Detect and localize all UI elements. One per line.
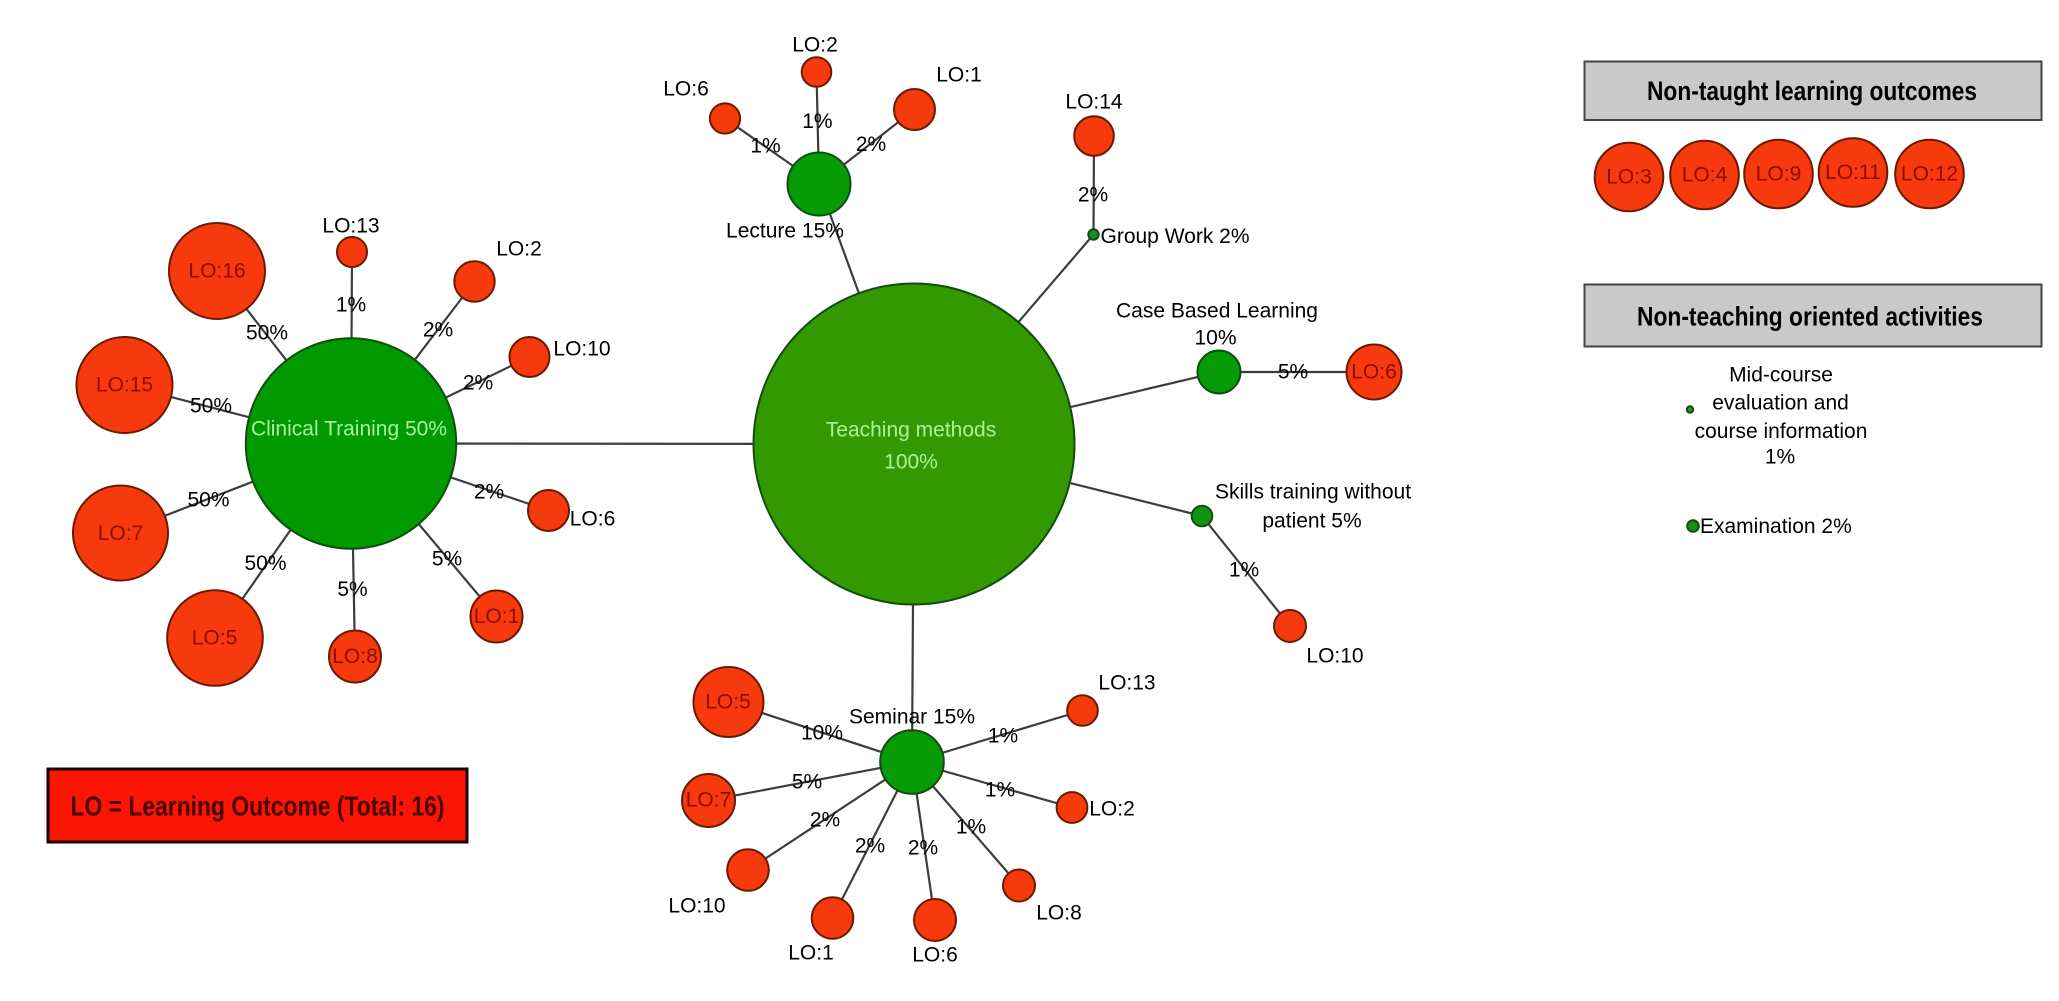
svg-text:patient 5%: patient 5% [1262, 510, 1361, 533]
svg-text:5%: 5% [1278, 361, 1308, 384]
svg-text:10%: 10% [801, 722, 843, 745]
svg-text:Non-teaching oriented activiti: Non-teaching oriented activities [1637, 302, 1983, 332]
svg-text:LO:9: LO:9 [1756, 163, 1802, 186]
svg-text:10%: 10% [1194, 327, 1236, 350]
svg-text:LO:8: LO:8 [332, 645, 378, 668]
svg-text:2%: 2% [1078, 184, 1108, 207]
svg-text:5%: 5% [432, 548, 462, 571]
svg-text:Examination 2%: Examination 2% [1700, 515, 1852, 538]
svg-text:2%: 2% [810, 809, 840, 832]
svg-text:LO:11: LO:11 [1825, 161, 1881, 184]
svg-text:50%: 50% [244, 552, 286, 575]
svg-text:Group Work 2%: Group Work 2% [1101, 225, 1250, 248]
svg-text:Skills training without: Skills training without [1215, 481, 1411, 504]
svg-text:LO:3: LO:3 [1606, 166, 1652, 189]
svg-text:LO:16: LO:16 [188, 260, 245, 283]
svg-text:LO:2: LO:2 [1089, 798, 1135, 821]
svg-text:LO:10: LO:10 [668, 895, 725, 918]
svg-text:LO:6: LO:6 [912, 944, 958, 967]
svg-text:LO:1: LO:1 [474, 605, 520, 628]
svg-text:LO:1: LO:1 [936, 64, 982, 87]
svg-text:LO:1: LO:1 [788, 942, 834, 965]
svg-text:LO:5: LO:5 [705, 691, 751, 714]
svg-text:1%: 1% [1229, 559, 1259, 582]
svg-text:LO:6: LO:6 [663, 78, 709, 101]
svg-text:Lecture 15%: Lecture 15% [726, 220, 844, 243]
svg-text:Seminar 15%: Seminar 15% [849, 706, 975, 729]
svg-text:1%: 1% [985, 779, 1015, 802]
svg-text:5%: 5% [792, 771, 822, 794]
svg-text:1%: 1% [1765, 446, 1795, 469]
svg-text:1%: 1% [750, 135, 780, 158]
svg-text:5%: 5% [337, 578, 367, 601]
svg-text:1%: 1% [336, 294, 366, 317]
svg-text:2%: 2% [856, 133, 886, 156]
svg-text:course information: course information [1695, 420, 1868, 443]
svg-text:LO:13: LO:13 [1098, 672, 1155, 695]
svg-text:LO:8: LO:8 [1036, 902, 1082, 925]
svg-text:LO:13: LO:13 [322, 215, 379, 238]
svg-text:2%: 2% [463, 372, 493, 395]
svg-text:LO:4: LO:4 [1682, 164, 1728, 187]
svg-text:LO:14: LO:14 [1065, 91, 1123, 114]
svg-text:LO:7: LO:7 [686, 789, 732, 812]
svg-text:Teaching methods: Teaching methods [826, 419, 996, 442]
svg-text:LO:2: LO:2 [496, 238, 542, 261]
svg-text:2%: 2% [908, 837, 938, 860]
svg-text:Mid-course: Mid-course [1729, 364, 1833, 387]
svg-text:LO = Learning Outcome (Total:: LO = Learning Outcome (Total: 16) [71, 791, 445, 822]
svg-text:LO:6: LO:6 [1351, 361, 1397, 384]
svg-text:100%: 100% [884, 451, 938, 474]
svg-text:Clinical Training 50%: Clinical Training 50% [251, 418, 447, 441]
svg-text:LO:10: LO:10 [1306, 645, 1363, 668]
svg-text:Case Based Learning: Case Based Learning [1116, 300, 1318, 323]
svg-text:Non-taught learning outcomes: Non-taught learning outcomes [1647, 76, 1977, 106]
svg-text:LO:6: LO:6 [570, 508, 616, 531]
svg-text:50%: 50% [190, 395, 232, 418]
svg-text:LO:5: LO:5 [192, 627, 238, 650]
svg-text:1%: 1% [956, 816, 986, 839]
svg-text:2%: 2% [855, 835, 885, 858]
svg-text:1%: 1% [802, 110, 832, 133]
svg-text:evaluation and: evaluation and [1712, 392, 1849, 415]
svg-text:LO:7: LO:7 [98, 522, 144, 545]
svg-text:1%: 1% [988, 725, 1018, 748]
svg-text:50%: 50% [187, 489, 229, 512]
svg-text:LO:10: LO:10 [553, 338, 610, 361]
svg-text:LO:2: LO:2 [792, 34, 838, 57]
svg-text:LO:12: LO:12 [1901, 163, 1958, 186]
svg-text:2%: 2% [423, 319, 453, 342]
svg-text:2%: 2% [474, 481, 504, 504]
svg-text:50%: 50% [246, 322, 288, 345]
svg-text:LO:15: LO:15 [96, 374, 153, 397]
